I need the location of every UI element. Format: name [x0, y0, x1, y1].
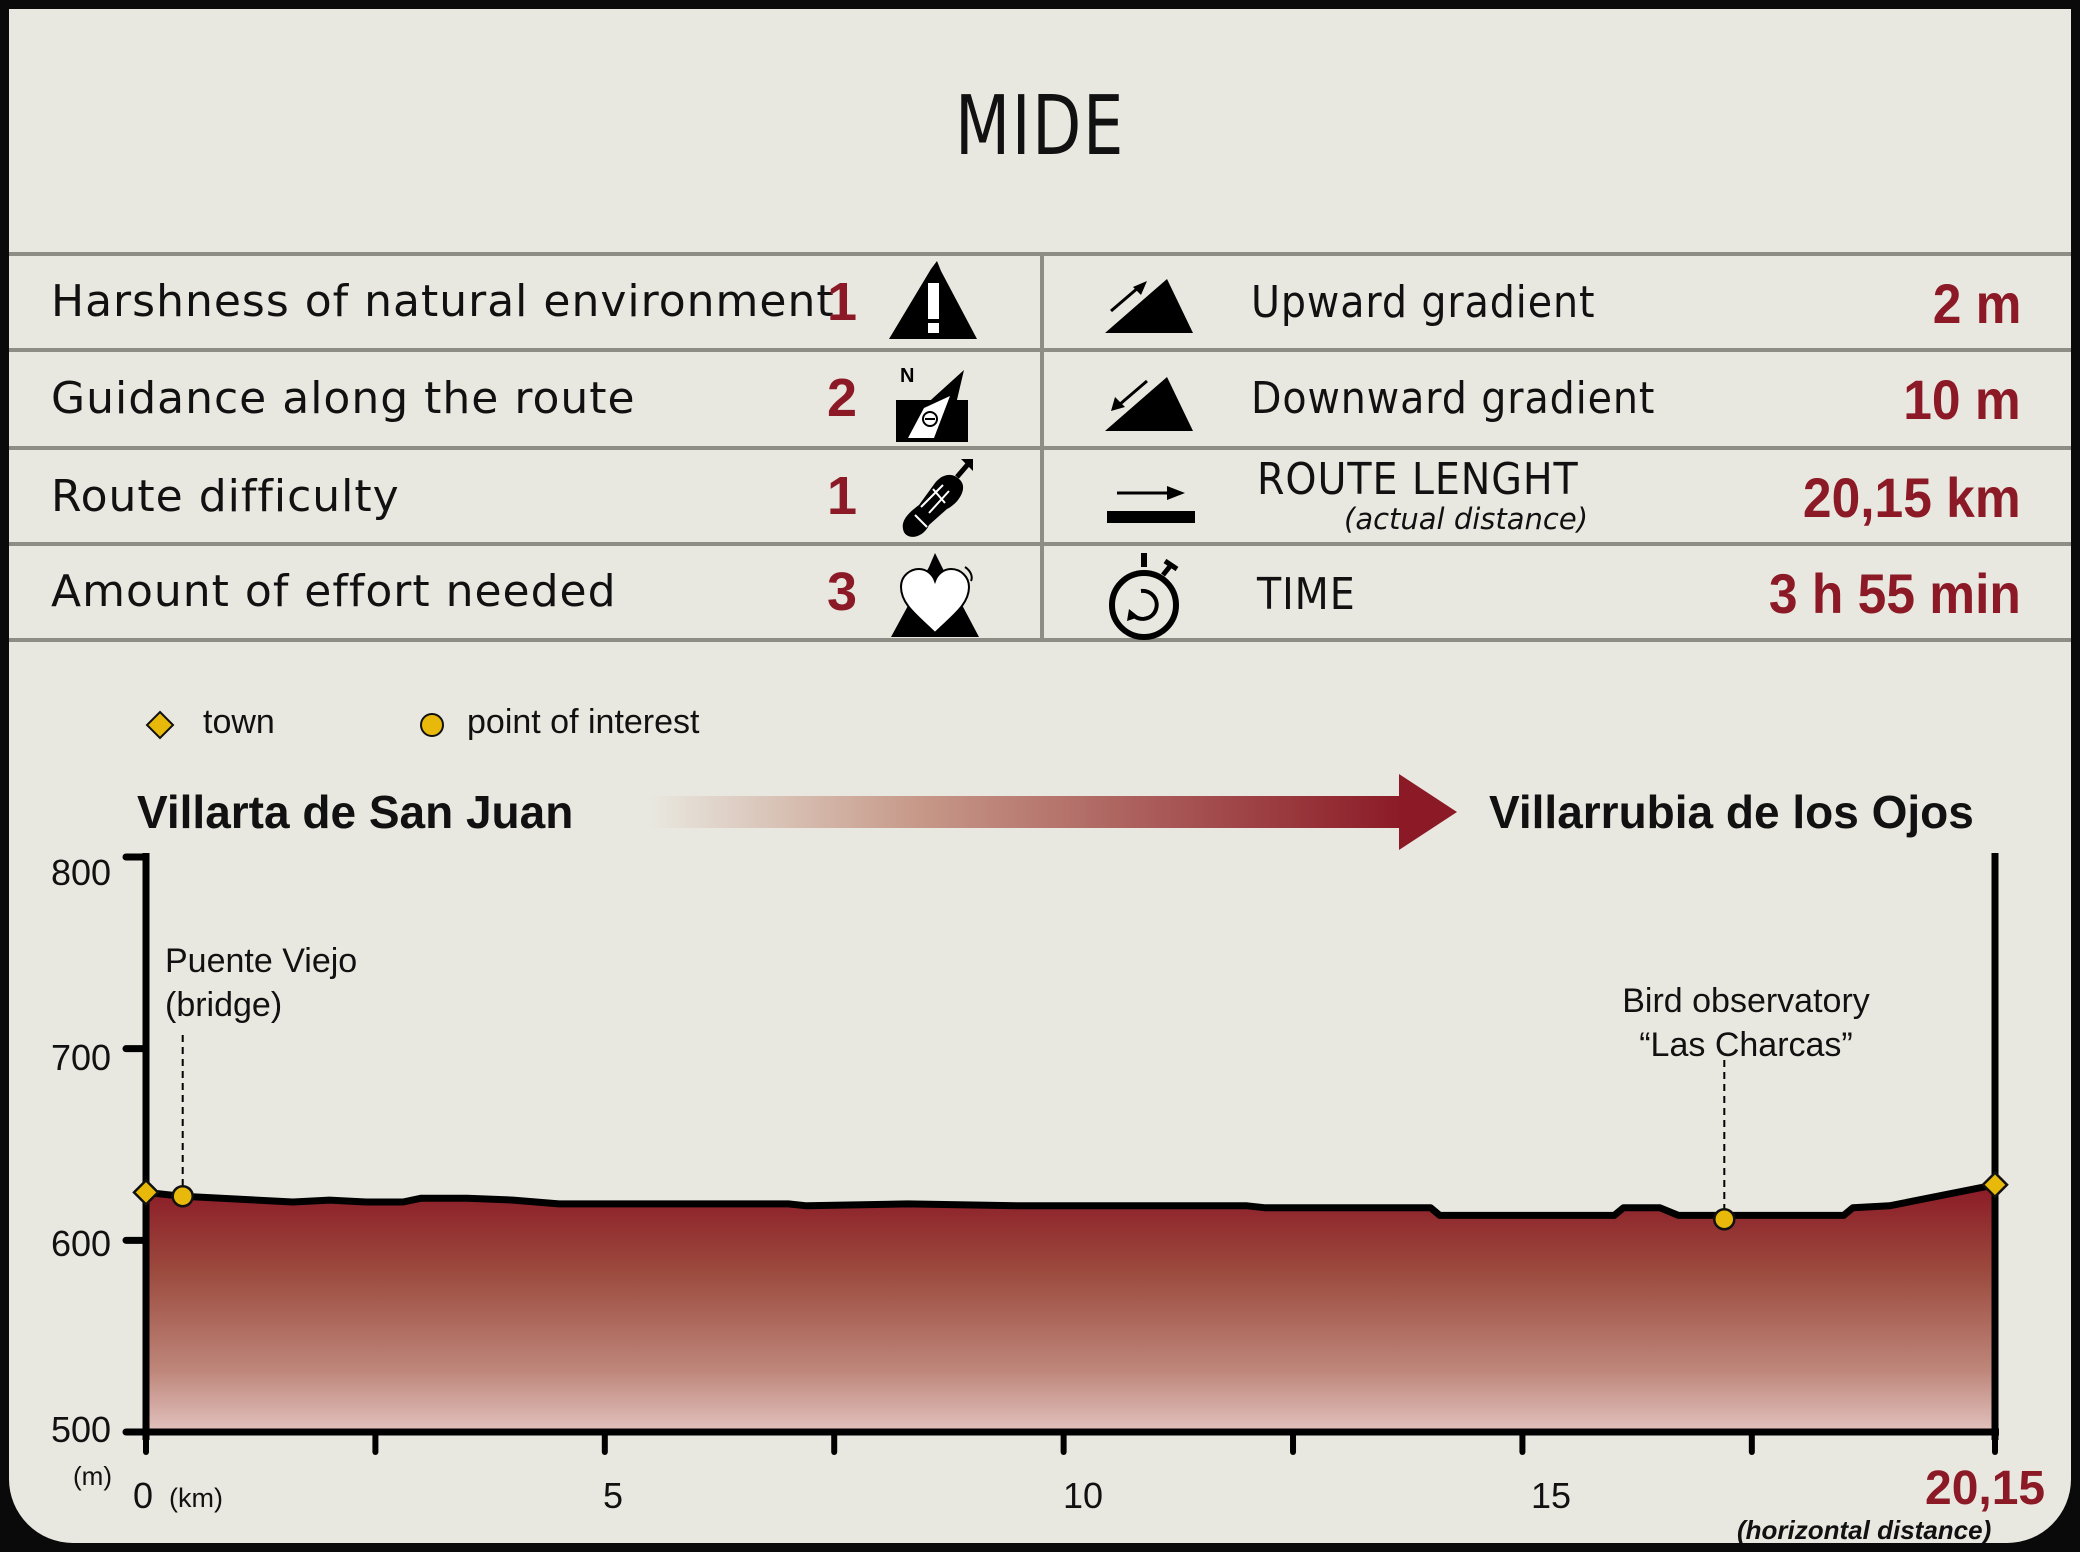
legend-poi-label: point of interest	[467, 703, 700, 741]
row-value: 1	[827, 466, 858, 526]
y-tick-label: 700	[51, 1037, 112, 1078]
row-value: 2	[827, 368, 858, 428]
page-title: MIDE	[955, 79, 1125, 174]
route-length-icon	[1107, 486, 1195, 523]
poi-label-puente-viejo: Puente Viejo (bridge)	[165, 942, 358, 1024]
x-end-note: (horizontal distance)	[1737, 1515, 1992, 1543]
row-value: 3 h 55 min	[1769, 562, 2021, 625]
row-value: 1	[827, 272, 858, 332]
x-tick-label: 0	[133, 1475, 154, 1516]
y-ticks	[122, 853, 150, 1436]
y-axis-unit: (m)	[73, 1461, 112, 1491]
elevation-chart	[122, 853, 2009, 1455]
row-label: Guidance along the route	[51, 373, 636, 424]
svg-text:N: N	[900, 365, 914, 387]
poi-circle-icon	[420, 713, 444, 737]
y-tick-label: 600	[51, 1223, 112, 1264]
row-label: Harshness of natural environment	[51, 276, 835, 327]
town-diamond-icon	[145, 710, 175, 740]
x-tick-label: 10	[1063, 1475, 1104, 1516]
upward-gradient-icon	[1105, 279, 1193, 333]
footprint-icon	[902, 459, 973, 537]
row-label: Upward gradient	[1251, 277, 1596, 328]
elevation-line	[145, 1181, 1996, 1219]
table-divider	[1040, 252, 1044, 642]
row-label: Route difficulty	[51, 471, 400, 522]
poi-label-bird-observatory: Bird observatory “Las Charcas”	[1622, 982, 1870, 1064]
row-sublabel: (actual distance)	[1344, 502, 1589, 536]
row-label: Amount of effort needed	[51, 566, 617, 617]
row-value: 10 m	[1903, 368, 2021, 431]
compass-north-icon: N	[896, 365, 968, 442]
y-tick-label: 500	[51, 1409, 112, 1450]
row-label: Downward gradient	[1251, 373, 1656, 424]
row-value: 2 m	[1932, 272, 2021, 335]
route-end-label: Villarrubia de los Ojos	[1489, 786, 1974, 838]
row-label: TIME	[1257, 569, 1356, 620]
row-value: 20,15 km	[1803, 466, 2021, 529]
stopwatch-icon	[1109, 553, 1179, 640]
x-tick-label: 15	[1531, 1475, 1572, 1516]
mide-card: MIDE Harshness of natural environment 1 …	[9, 9, 2071, 1543]
downward-gradient-icon	[1105, 377, 1193, 431]
x-ticks	[143, 1429, 1998, 1455]
x-end-label: 20,15	[1925, 1462, 2046, 1515]
legend-town-label: town	[203, 703, 275, 741]
route-start-label: Villarta de San Juan	[137, 786, 574, 838]
row-label: ROUTE LENGHT	[1257, 454, 1579, 505]
heart-mountain-icon	[891, 553, 979, 637]
chart-markers	[132, 1035, 2009, 1231]
x-tick-label: 5	[603, 1475, 624, 1516]
x-axis-unit: (km)	[169, 1483, 223, 1513]
direction-arrow-icon	[649, 774, 1457, 850]
y-tick-label: 800	[51, 852, 112, 893]
mountain-warning-icon	[889, 261, 977, 339]
elevation-area	[146, 1184, 1995, 1432]
row-value: 3	[827, 562, 858, 622]
